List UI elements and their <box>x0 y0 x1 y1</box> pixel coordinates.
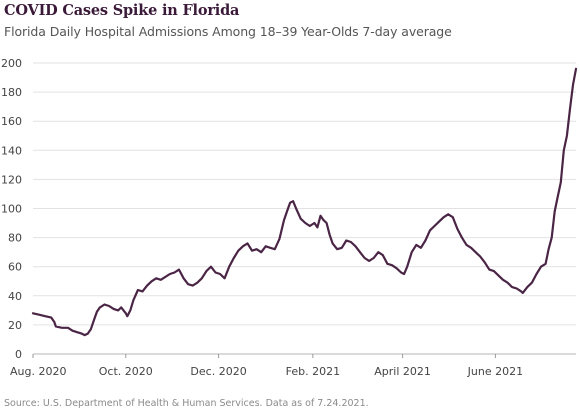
y-tick-label: 200 <box>1 57 22 70</box>
y-tick-label: 140 <box>1 144 22 157</box>
y-tick-label: 40 <box>8 290 22 303</box>
y-tick-label: 60 <box>8 261 22 274</box>
chart-source: Source: U.S. Department of Health & Huma… <box>4 398 369 409</box>
y-tick-label: 120 <box>1 173 22 186</box>
y-tick-label: 100 <box>1 203 22 216</box>
x-tick-label: Dec. 2020 <box>190 365 246 378</box>
x-tick-label: Aug. 2020 <box>10 365 66 378</box>
chart-title: COVID Cases Spike in Florida <box>4 2 240 19</box>
y-tick-label: 20 <box>8 319 22 332</box>
y-tick-label: 160 <box>1 115 22 128</box>
x-tick-label: April 2021 <box>374 365 431 378</box>
x-tick-label: Oct. 2020 <box>99 365 153 378</box>
x-tick-label: Feb. 2021 <box>286 365 340 378</box>
y-tick-label: 180 <box>1 86 22 99</box>
series-line <box>31 67 578 337</box>
y-tick-label: 0 <box>15 348 22 361</box>
x-tick-label: June 2021 <box>467 365 523 378</box>
chart-subtitle: Florida Daily Hospital Admissions Among … <box>4 24 452 39</box>
y-tick-label: 80 <box>8 232 22 245</box>
